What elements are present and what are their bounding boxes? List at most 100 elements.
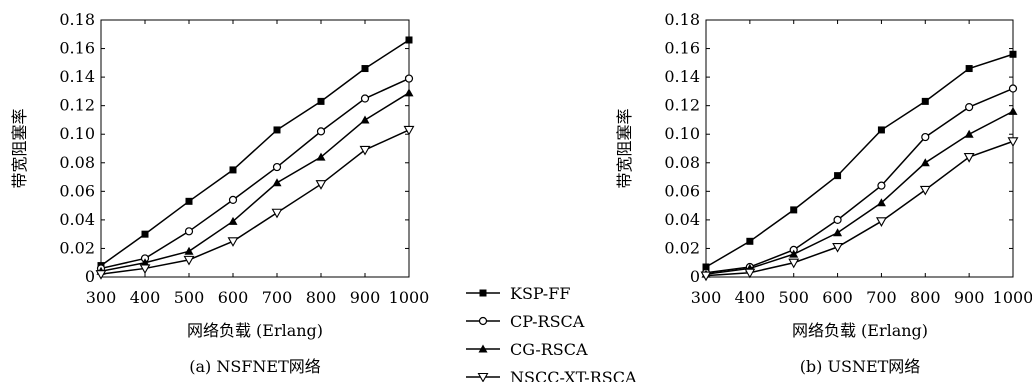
y-tick-label: 0.02	[59, 238, 95, 257]
data-point	[1007, 137, 1019, 147]
data-point	[700, 271, 712, 282]
x-tick-label: 500	[778, 288, 809, 307]
x-tick-label: 800	[306, 288, 337, 307]
y-tick-label: 0.12	[664, 96, 700, 115]
data-point	[790, 206, 798, 214]
data-point	[272, 162, 282, 172]
data-point	[228, 195, 238, 204]
data-point	[744, 268, 756, 279]
y-tick-label: 0.06	[59, 181, 95, 200]
legend-marker	[479, 289, 487, 297]
data-point	[403, 125, 415, 136]
plot-frame	[100, 19, 410, 278]
data-point	[140, 258, 150, 267]
y-tick-label: 0.06	[664, 181, 700, 200]
y-tick-label: 0.08	[59, 153, 95, 172]
y-tick-label: 0.16	[59, 39, 95, 58]
data-point	[920, 158, 930, 167]
data-point	[315, 180, 327, 190]
panel-caption: (b) USNET网络	[800, 357, 921, 376]
chart-panel-a: 0 0.02 0.04 0.06 0.08 0.10 0.12 0.14 0.16 0.18 300…	[10, 10, 429, 376]
data-point	[141, 230, 149, 238]
series-line	[705, 53, 1014, 268]
data-point	[185, 197, 193, 205]
y-tick-label: 0.18	[59, 10, 95, 29]
x-tick-label: 900	[350, 288, 381, 307]
chart-panel-b: 0 0.02 0.04 0.06 0.08 0.10 0.12 0.14 0.16 0.18 300…	[615, 10, 1032, 376]
legend-marker	[478, 316, 488, 326]
legend-label: CG-RSCA	[510, 340, 588, 359]
data-point	[921, 97, 929, 105]
series-line	[100, 92, 410, 273]
data-point	[316, 152, 326, 161]
data-point	[360, 94, 370, 103]
x-tick-label: 1000	[389, 288, 430, 307]
data-point	[877, 181, 886, 190]
data-point	[702, 263, 710, 271]
data-point	[404, 88, 414, 97]
y-tick-label: 0.04	[664, 210, 700, 229]
data-point	[227, 237, 239, 247]
y-tick-label: 0.04	[59, 210, 95, 229]
legend-marker	[478, 344, 488, 353]
y-tick-label: 0.12	[59, 96, 95, 115]
series-line	[100, 129, 410, 275]
data-point	[184, 246, 194, 255]
data-point	[1009, 50, 1017, 58]
data-point	[963, 153, 975, 163]
data-point	[877, 126, 885, 134]
data-point	[184, 227, 194, 236]
y-tick-label: 0	[85, 267, 95, 286]
data-point	[833, 215, 842, 224]
data-point	[404, 74, 414, 83]
x-tick-label: 300	[86, 288, 117, 307]
data-point	[833, 228, 843, 237]
x-tick-label: 700	[262, 288, 293, 307]
data-point	[834, 172, 842, 180]
data-point	[183, 255, 195, 266]
legend-label: NSCC-XT-RSCA	[510, 368, 637, 382]
data-point	[95, 270, 107, 280]
data-point	[1008, 84, 1018, 93]
data-point	[405, 36, 413, 44]
x-tick-label: 400	[735, 288, 766, 307]
data-point	[359, 145, 371, 156]
data-point	[271, 208, 283, 219]
data-point	[139, 264, 151, 275]
series-line	[100, 39, 410, 267]
data-point	[919, 185, 931, 196]
x-tick-label: 400	[130, 288, 161, 307]
legend-label: KSP-FF	[510, 284, 570, 303]
data-point	[360, 115, 370, 124]
data-point	[921, 132, 930, 142]
x-tick-label: 1000	[993, 288, 1032, 307]
y-tick-label: 0.14	[59, 67, 95, 86]
data-point	[876, 198, 886, 207]
y-tick-label: 0.10	[59, 124, 95, 143]
data-point	[789, 249, 799, 258]
panel-caption: (a) NSFNET网络	[189, 357, 321, 376]
series-line	[705, 140, 1014, 277]
x-tick-label: 300	[691, 288, 722, 307]
series-line	[100, 77, 410, 270]
data-point	[1008, 106, 1018, 115]
data-point	[875, 217, 887, 227]
y-tick-label: 0.16	[664, 39, 700, 58]
data-point	[229, 166, 237, 174]
y-tick-label: 0.18	[664, 10, 700, 29]
series-line	[705, 110, 1014, 275]
y-axis-title: 带宽阻塞率	[615, 108, 634, 188]
data-point	[964, 129, 974, 138]
data-point	[965, 102, 974, 112]
data-point	[746, 237, 754, 245]
x-tick-label: 600	[822, 288, 853, 307]
data-point	[316, 127, 326, 136]
x-tick-label: 600	[218, 288, 249, 307]
plot-frame	[705, 19, 1014, 278]
legend-marker	[477, 372, 489, 382]
data-point	[788, 258, 800, 269]
y-tick-label: 0.10	[664, 124, 700, 143]
data-point	[317, 97, 325, 105]
legend: KSP-FF CP-RSCA CG-RSCA NSCC-XT-RSCA	[466, 284, 637, 382]
